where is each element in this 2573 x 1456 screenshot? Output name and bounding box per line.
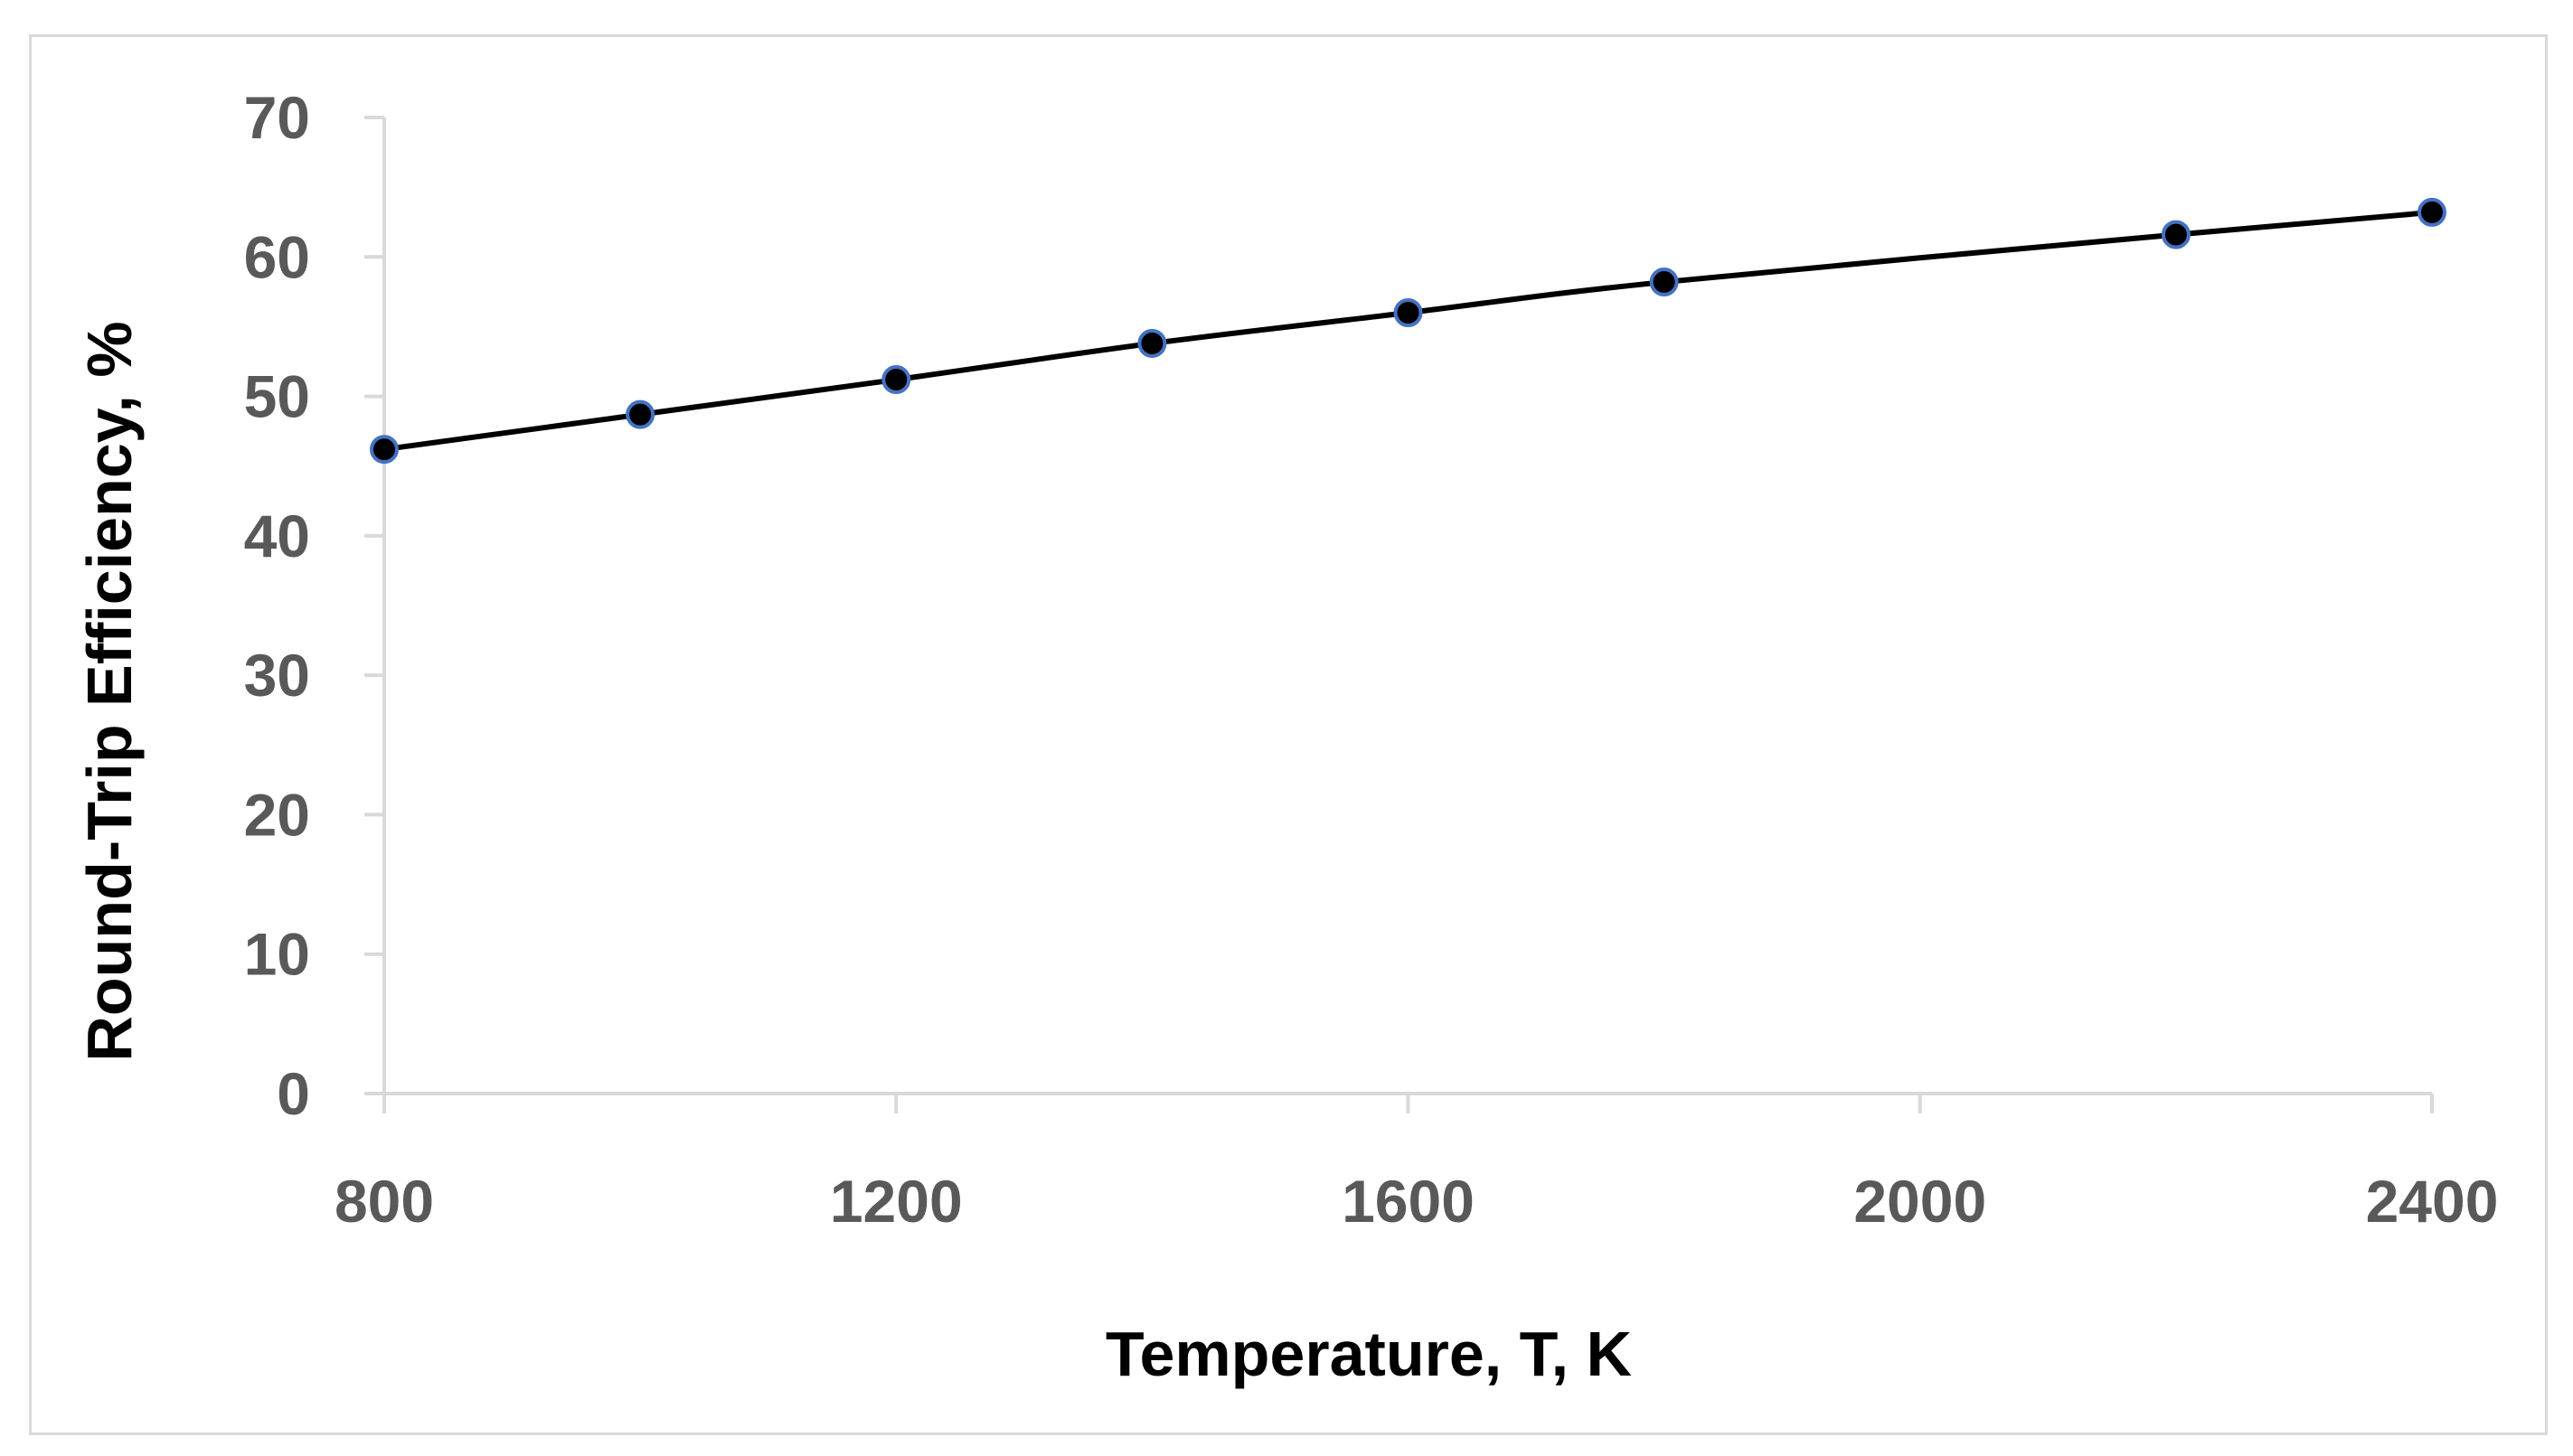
y-tick-label: 40: [244, 503, 310, 569]
data-point: [2417, 197, 2446, 227]
series-layer: [370, 197, 2446, 465]
y-axis-title: Round-Trip Efficiency, %: [74, 321, 145, 1061]
y-tick-label: 0: [277, 1060, 310, 1127]
x-tick-label: 2400: [2366, 1168, 2499, 1235]
chart-frame: [29, 34, 2548, 1435]
series-line: [383, 209, 2433, 453]
data-point: [626, 399, 655, 429]
data-point: [1137, 328, 1167, 358]
data-point: [2161, 220, 2191, 249]
y-tick-label: 30: [244, 642, 310, 709]
x-tick-label: 1200: [830, 1168, 963, 1235]
data-point: [370, 435, 399, 465]
tick-labels: 0 10 20 30 40 50 60 70 800 1200 1600 2000 2400: [244, 84, 2499, 1235]
x-tick-label: 1600: [1342, 1168, 1475, 1235]
y-tick-label: 10: [244, 921, 310, 988]
x-axis-title: Temperature, T, K: [1106, 1319, 1632, 1389]
axes: [364, 116, 2434, 1113]
data-point: [1393, 298, 1423, 327]
data-point: [881, 365, 911, 395]
x-tick-label: 2000: [1853, 1168, 1986, 1235]
y-tick-label: 20: [244, 781, 310, 848]
y-tick-label: 70: [244, 84, 310, 151]
x-tick-label: 800: [335, 1168, 434, 1235]
y-tick-label: 60: [244, 223, 310, 290]
data-point: [1649, 268, 1679, 297]
y-tick-label: 50: [244, 363, 310, 430]
